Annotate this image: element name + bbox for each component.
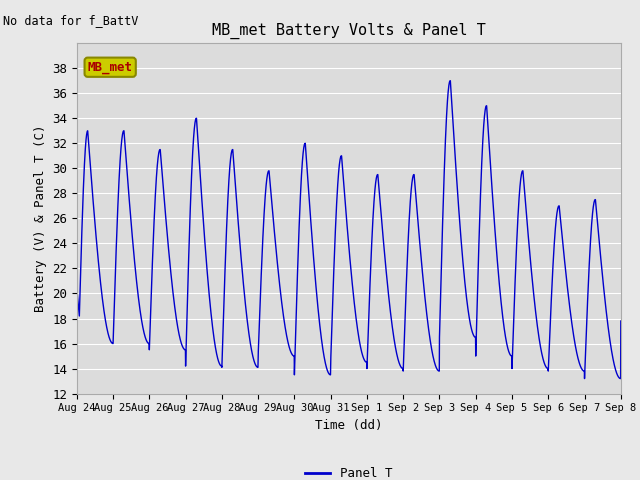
Text: MB_met: MB_met [88, 61, 132, 74]
Text: No data for f_BattV: No data for f_BattV [3, 14, 139, 27]
Legend: Panel T: Panel T [300, 462, 397, 480]
X-axis label: Time (dd): Time (dd) [315, 419, 383, 432]
Title: MB_met Battery Volts & Panel T: MB_met Battery Volts & Panel T [212, 23, 486, 39]
Y-axis label: Battery (V) & Panel T (C): Battery (V) & Panel T (C) [33, 125, 47, 312]
